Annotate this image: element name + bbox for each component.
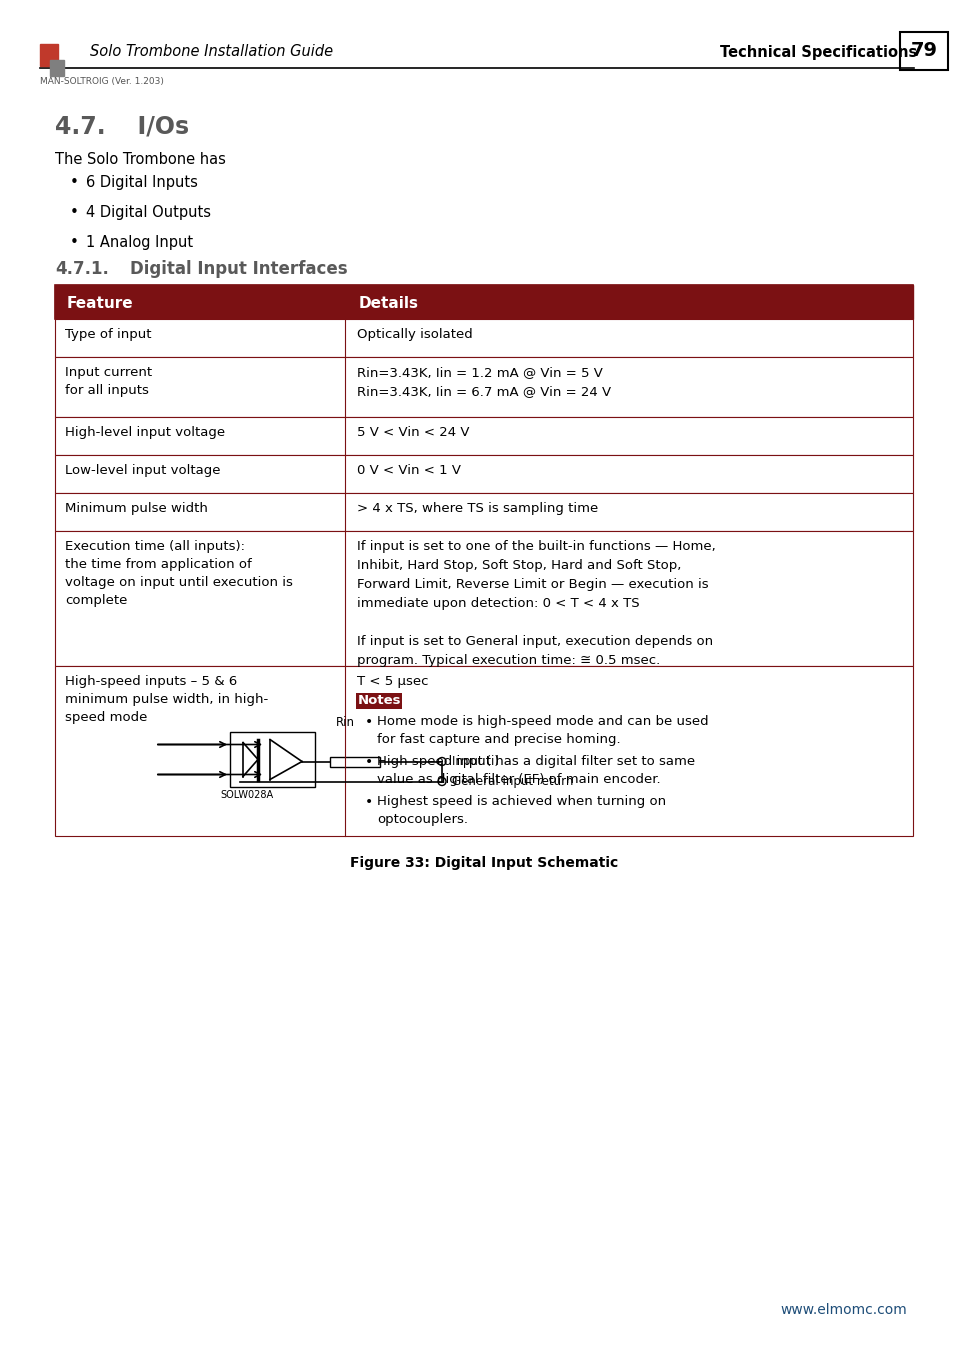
Text: Rin=3.43K, Iin = 1.2 mA @ Vin = 5 V
Rin=3.43K, Iin = 6.7 mA @ Vin = 24 V: Rin=3.43K, Iin = 1.2 mA @ Vin = 5 V Rin=…: [356, 366, 611, 398]
Text: T < 5 μsec: T < 5 μsec: [356, 675, 428, 688]
Bar: [55, 531, 912, 666]
Bar: [330, 756, 379, 767]
Text: •: •: [365, 716, 373, 729]
Bar: [55, 285, 912, 319]
Text: Notes:: Notes:: [357, 694, 406, 707]
Text: Optically isolated: Optically isolated: [356, 328, 473, 342]
Text: 0 V < Vin < 1 V: 0 V < Vin < 1 V: [356, 464, 460, 477]
Text: > 4 x TS, where TS is sampling time: > 4 x TS, where TS is sampling time: [356, 502, 598, 514]
Bar: [55, 417, 912, 455]
Text: High-speed inputs – 5 & 6
minimum pulse width, in high-
speed mode: High-speed inputs – 5 & 6 minimum pulse …: [65, 675, 268, 724]
Text: The Solo Trombone has: The Solo Trombone has: [55, 153, 226, 167]
Text: General input return: General input return: [452, 775, 573, 788]
Bar: [55, 356, 912, 417]
Text: Details: Details: [358, 296, 418, 310]
Text: Type of input: Type of input: [65, 328, 152, 342]
Text: SOLW028A: SOLW028A: [220, 790, 273, 799]
Text: Rin: Rin: [335, 717, 355, 729]
Text: Input (i): Input (i): [452, 755, 498, 768]
Text: 1 Analog Input: 1 Analog Input: [86, 235, 193, 250]
Bar: [55, 666, 912, 836]
Bar: [40, 45, 58, 66]
Text: •: •: [365, 795, 373, 809]
Text: High-level input voltage: High-level input voltage: [65, 427, 225, 439]
Text: •: •: [365, 755, 373, 770]
Text: Figure 33: Digital Input Schematic: Figure 33: Digital Input Schematic: [350, 856, 618, 869]
Text: High speed input has a digital filter set to same
value as digital filter (EF) o: High speed input has a digital filter se…: [376, 755, 695, 786]
Bar: [899, 32, 947, 70]
Text: Highest speed is achieved when turning on
optocouplers.: Highest speed is achieved when turning o…: [376, 795, 665, 826]
Text: •: •: [70, 205, 79, 220]
Text: Digital Input Interfaces: Digital Input Interfaces: [130, 261, 347, 278]
Text: Input current
for all inputs: Input current for all inputs: [65, 366, 152, 397]
Text: Technical Specifications: Technical Specifications: [720, 45, 916, 59]
Text: 5 V < Vin < 24 V: 5 V < Vin < 24 V: [356, 427, 469, 439]
Text: Feature: Feature: [67, 296, 133, 310]
Text: Minimum pulse width: Minimum pulse width: [65, 502, 208, 514]
Bar: [55, 455, 912, 493]
Text: 6 Digital Inputs: 6 Digital Inputs: [86, 176, 197, 190]
Text: •: •: [70, 176, 79, 190]
Text: Home mode is high-speed mode and can be used
for fast capture and precise homing: Home mode is high-speed mode and can be …: [376, 716, 708, 747]
Text: 4.7.  I/Os: 4.7. I/Os: [55, 115, 189, 139]
Bar: [55, 285, 912, 319]
Text: 4 Digital Outputs: 4 Digital Outputs: [86, 205, 211, 220]
Text: •: •: [70, 235, 79, 250]
Bar: [50, 59, 64, 76]
Text: www.elmomc.com: www.elmomc.com: [780, 1303, 905, 1318]
Bar: [55, 319, 912, 356]
Bar: [230, 732, 314, 787]
Bar: [355, 693, 401, 709]
Text: Low-level input voltage: Low-level input voltage: [65, 464, 220, 477]
Text: MAN-SOLTROIG (Ver. 1.203): MAN-SOLTROIG (Ver. 1.203): [40, 77, 164, 86]
Text: Solo Trombone Installation Guide: Solo Trombone Installation Guide: [90, 45, 333, 59]
Text: 4.7.1.: 4.7.1.: [55, 261, 109, 278]
Bar: [55, 493, 912, 531]
Text: If input is set to one of the built-in functions — Home,
Inhibit, Hard Stop, Sof: If input is set to one of the built-in f…: [356, 540, 715, 667]
Text: 79: 79: [909, 42, 937, 61]
Text: Execution time (all inputs):
the time from application of
voltage on input until: Execution time (all inputs): the time fr…: [65, 540, 293, 608]
